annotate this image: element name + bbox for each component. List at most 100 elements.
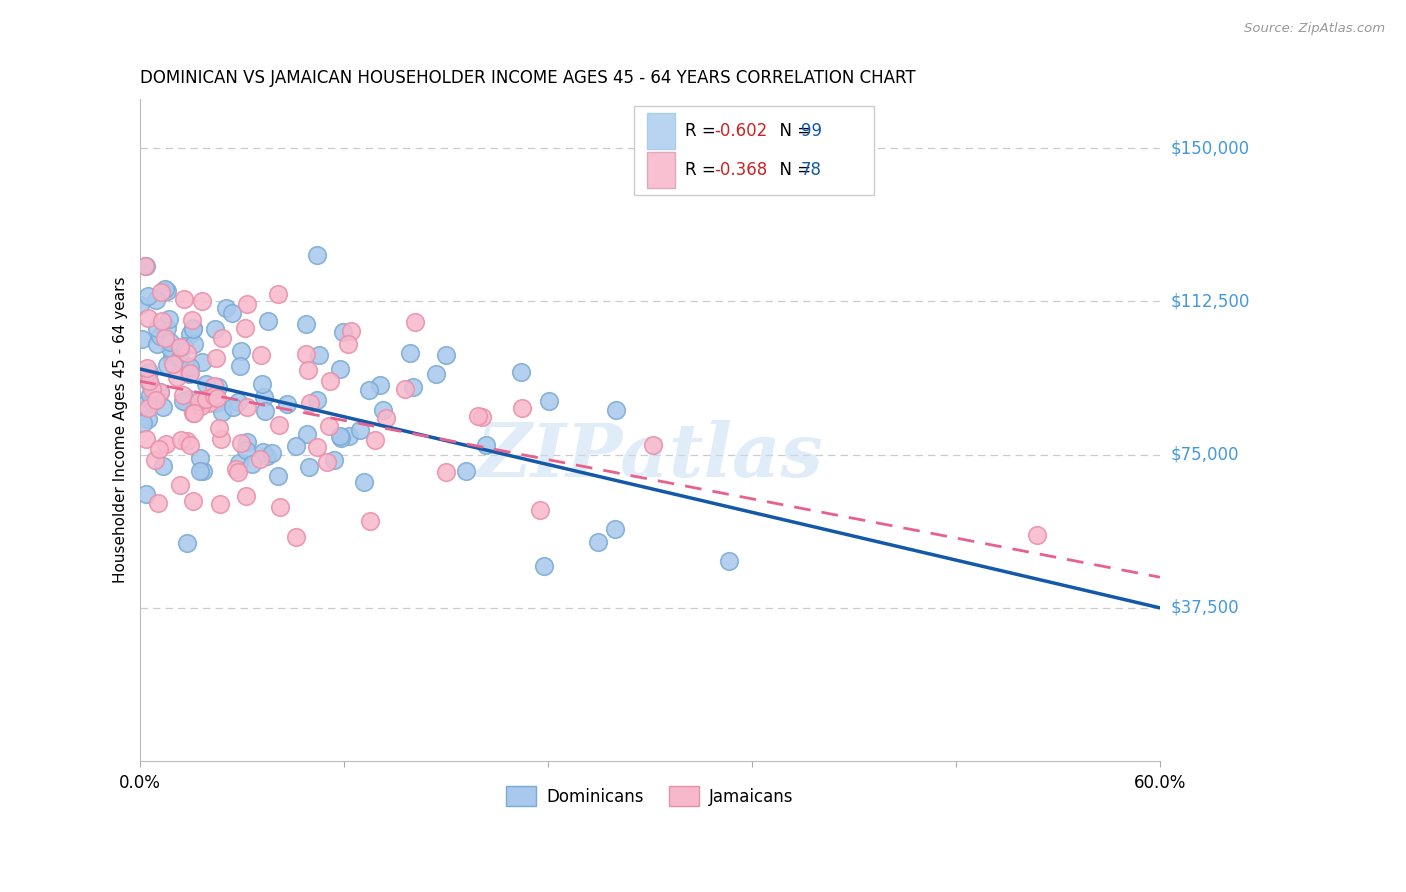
Y-axis label: Householder Income Ages 45 - 64 years: Householder Income Ages 45 - 64 years	[114, 277, 128, 583]
Point	[538, 393, 561, 408]
Point	[134, 259, 156, 273]
Point	[194, 392, 217, 406]
Point	[177, 367, 200, 381]
Point	[339, 324, 361, 338]
Point	[156, 358, 179, 372]
Point	[138, 401, 160, 416]
Point	[135, 487, 157, 501]
Point	[229, 435, 252, 450]
Point	[179, 438, 201, 452]
Point	[425, 367, 447, 381]
Point	[349, 423, 371, 437]
Point	[156, 284, 179, 298]
Point	[269, 417, 291, 432]
Point	[157, 312, 180, 326]
Point	[149, 328, 172, 343]
Point	[329, 431, 352, 445]
Point	[146, 321, 169, 335]
Point	[166, 369, 188, 384]
Point	[297, 363, 319, 377]
Point	[193, 464, 215, 478]
Point	[155, 436, 177, 450]
Point	[307, 441, 329, 455]
Text: $150,000: $150,000	[1171, 139, 1250, 157]
Point	[205, 351, 228, 365]
Point	[308, 348, 330, 362]
Point	[402, 380, 425, 394]
Point	[148, 496, 170, 510]
Point	[152, 458, 174, 473]
Point	[129, 298, 152, 312]
Point	[181, 322, 204, 336]
Point	[176, 395, 198, 409]
Point	[156, 321, 179, 335]
Point	[257, 314, 280, 328]
Point	[235, 442, 257, 457]
Point	[298, 460, 321, 475]
Point	[162, 358, 184, 372]
Point	[135, 360, 157, 375]
Point	[276, 397, 298, 411]
Point	[150, 314, 173, 328]
Point	[149, 384, 172, 399]
Point	[529, 503, 551, 517]
Point	[236, 434, 259, 449]
Point	[295, 427, 318, 442]
Point	[285, 530, 308, 544]
Point	[176, 535, 198, 549]
Point	[202, 379, 225, 393]
Point	[204, 322, 226, 336]
Point	[236, 401, 259, 415]
Point	[375, 411, 398, 425]
Point	[337, 428, 360, 442]
Point	[179, 359, 201, 374]
Point	[176, 346, 198, 360]
Point	[319, 374, 342, 388]
Text: ZIPatlas: ZIPatlas	[477, 420, 823, 493]
Point	[179, 326, 201, 341]
Point	[209, 432, 232, 446]
Text: -0.602: -0.602	[714, 122, 768, 140]
Point	[467, 409, 489, 424]
Point	[329, 361, 352, 376]
Point	[1025, 527, 1047, 541]
Point	[180, 313, 202, 327]
Point	[141, 395, 163, 409]
Text: $75,000: $75,000	[1171, 446, 1240, 464]
Point	[138, 365, 160, 379]
Point	[368, 378, 391, 392]
Point	[394, 382, 416, 396]
Point	[152, 400, 174, 414]
Point	[145, 293, 167, 307]
Point	[190, 355, 212, 369]
Point	[211, 405, 233, 419]
Point	[641, 438, 664, 452]
Point	[269, 500, 291, 514]
Point	[146, 336, 169, 351]
Text: R =: R =	[686, 161, 721, 179]
Point	[139, 376, 162, 391]
Point	[148, 442, 170, 456]
Point	[533, 559, 555, 574]
Point	[295, 347, 318, 361]
Point	[139, 388, 162, 402]
Point	[267, 287, 290, 301]
Point	[173, 293, 195, 307]
Point	[318, 418, 340, 433]
Point	[249, 349, 271, 363]
Point	[249, 452, 271, 467]
Point	[179, 367, 201, 381]
Point	[183, 494, 205, 508]
Point	[135, 432, 157, 446]
Point	[172, 388, 194, 402]
Point	[434, 465, 457, 479]
Point	[172, 394, 194, 409]
Point	[135, 259, 157, 273]
Text: R =: R =	[686, 122, 721, 140]
Point	[399, 345, 422, 359]
Point	[307, 248, 329, 262]
Point	[208, 421, 231, 435]
Point	[323, 453, 346, 467]
Point	[131, 332, 153, 346]
Point	[471, 409, 494, 424]
